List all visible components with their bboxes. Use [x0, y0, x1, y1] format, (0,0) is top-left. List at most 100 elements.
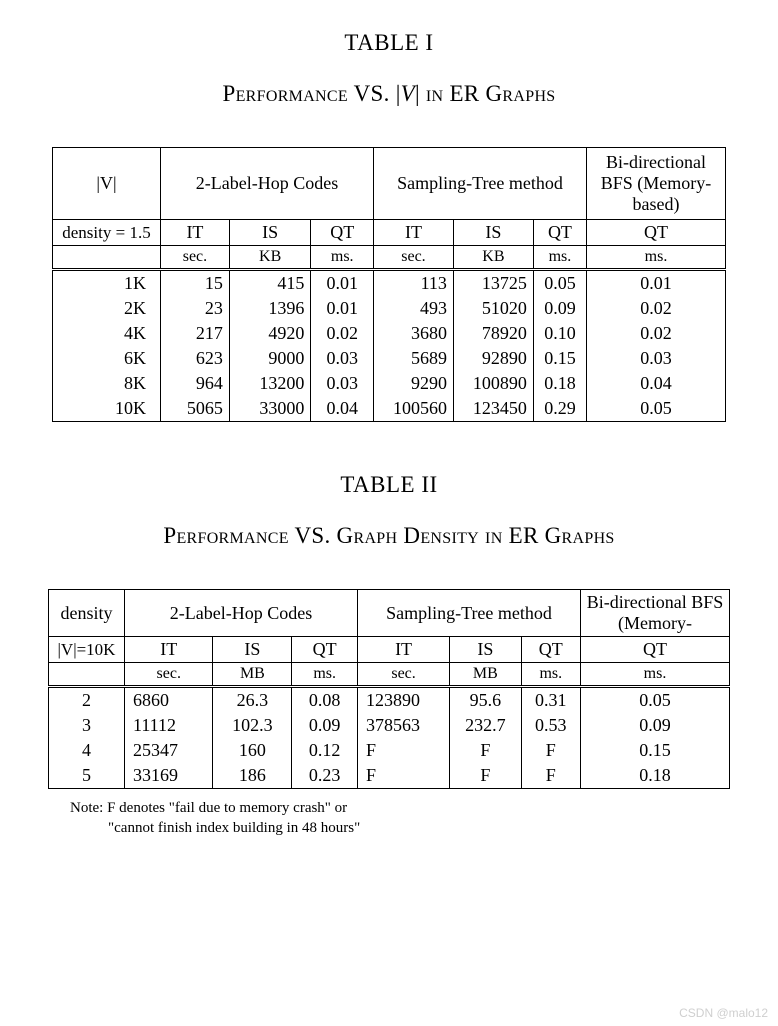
cap-t1-vs: VS.: [348, 81, 396, 106]
t2-cell: 6860: [125, 687, 213, 714]
t1-cell: 123450: [453, 396, 533, 422]
t2-sh-1: IS: [213, 637, 292, 663]
t1-cell: 0.04: [311, 396, 374, 422]
cap-t2-d: D: [397, 523, 420, 548]
t2-cell: F: [450, 763, 521, 789]
t2-vcond: |V|=10K: [49, 637, 125, 663]
t2-cell: 0.05: [581, 687, 730, 714]
t1-cell: 0.04: [587, 371, 726, 396]
cap-t2-m2: ensity in: [420, 523, 502, 548]
cap-t2-p: P: [163, 523, 176, 548]
t1-cell: 0.05: [533, 270, 586, 297]
t1-cell: 33000: [229, 396, 311, 422]
t1-cell: 6K: [53, 346, 161, 371]
t2-sh-5: QT: [521, 637, 580, 663]
t2-cell: 378563: [358, 713, 450, 738]
t2-h-g3: Bi-directional BFS (Memory-: [581, 590, 730, 637]
t1-cell: 15: [161, 270, 230, 297]
t2-h-g1: 2-Label-Hop Codes: [125, 590, 358, 637]
t2-sh-2: QT: [292, 637, 358, 663]
t2-cell: 102.3: [213, 713, 292, 738]
t1-cell: 9290: [374, 371, 454, 396]
t2-cell: 0.12: [292, 738, 358, 763]
t1-cell: 51020: [453, 296, 533, 321]
t1-cell: 78920: [453, 321, 533, 346]
t1-cell: 100560: [374, 396, 454, 422]
t1-u-5: ms.: [533, 246, 586, 270]
cap-t1-2: raphs: [502, 81, 555, 106]
t2-h-g2: Sampling-Tree method: [358, 590, 581, 637]
t2-cell: 3: [49, 713, 125, 738]
t1-cell: 100890: [453, 371, 533, 396]
t1-cell: 9000: [229, 346, 311, 371]
t1-u-1: KB: [229, 246, 311, 270]
t1-cell: 0.29: [533, 396, 586, 422]
t1-cell: 2K: [53, 296, 161, 321]
t2-cell: 123890: [358, 687, 450, 714]
t2-unit-blank: [49, 663, 125, 687]
t1-cell: 8K: [53, 371, 161, 396]
t2-h-d: density: [49, 590, 125, 637]
table2-label: TABLE II: [30, 472, 748, 498]
cap-t1-v: V: [401, 81, 415, 106]
t2-u-4: MB: [450, 663, 521, 687]
t1-sh-6: QT: [587, 220, 726, 246]
table2-caption: Performance VS. Graph Density in ER Grap…: [30, 523, 748, 549]
t1-u-6: ms.: [587, 246, 726, 270]
t2-cell: 0.53: [521, 713, 580, 738]
t1-u-4: KB: [453, 246, 533, 270]
t1-cell: 5689: [374, 346, 454, 371]
t2-u-0: sec.: [125, 663, 213, 687]
cap-t2-2: raphs: [562, 523, 615, 548]
t1-cell: 217: [161, 321, 230, 346]
t2-u-6: ms.: [581, 663, 730, 687]
t2-sh-6: QT: [581, 637, 730, 663]
t2-u-1: MB: [213, 663, 292, 687]
t1-cell: 0.02: [587, 321, 726, 346]
t2-cell: 232.7: [450, 713, 521, 738]
t1-sh-2: QT: [311, 220, 374, 246]
t2-u-5: ms.: [521, 663, 580, 687]
t1-cell: 493: [374, 296, 454, 321]
t1-cell: 92890: [453, 346, 533, 371]
t1-sh-3: IT: [374, 220, 454, 246]
t1-cell: 0.09: [533, 296, 586, 321]
t1-cell: 5065: [161, 396, 230, 422]
t1-cell: 0.03: [311, 346, 374, 371]
t1-sh-0: IT: [161, 220, 230, 246]
t2-cell: 2: [49, 687, 125, 714]
cap-t2-vs: VS. G: [289, 523, 354, 548]
t1-h-v: |V|: [53, 148, 161, 220]
note-line2: "cannot finish index building in 48 hour…: [70, 819, 748, 839]
t2-cell: 0.18: [581, 763, 730, 789]
t2-cell: 95.6: [450, 687, 521, 714]
watermark: CSDN @malo12: [679, 1006, 768, 1020]
t1-cell: 0.03: [311, 371, 374, 396]
t1-cell: 0.02: [311, 321, 374, 346]
t2-cell: 5: [49, 763, 125, 789]
t1-cell: 113: [374, 270, 454, 297]
t1-cell: 1K: [53, 270, 161, 297]
t1-u-2: ms.: [311, 246, 374, 270]
t1-cell: 13725: [453, 270, 533, 297]
t1-h-g2: Sampling-Tree method: [374, 148, 587, 220]
t2-sh-4: IS: [450, 637, 521, 663]
t2-cell: F: [521, 763, 580, 789]
t2-cell: 0.09: [581, 713, 730, 738]
table2: density 2-Label-Hop Codes Sampling-Tree …: [48, 589, 730, 789]
cap-t2-er: ER G: [503, 523, 562, 548]
t1-cell: 0.15: [533, 346, 586, 371]
t2-cell: 0.09: [292, 713, 358, 738]
cap-t2-1: erformance: [176, 523, 288, 548]
t2-cell: 186: [213, 763, 292, 789]
cap-t1-in: in ER G: [420, 81, 503, 106]
table1-caption: Performance VS. |V| in ER Graphs: [30, 81, 748, 107]
table1: |V| 2-Label-Hop Codes Sampling-Tree meth…: [52, 147, 726, 422]
t1-u-0: sec.: [161, 246, 230, 270]
t1-cell: 0.03: [587, 346, 726, 371]
t1-cell: 0.02: [587, 296, 726, 321]
t1-sh-5: QT: [533, 220, 586, 246]
t1-cell: 23: [161, 296, 230, 321]
t2-cell: 4: [49, 738, 125, 763]
t1-cell: 3680: [374, 321, 454, 346]
